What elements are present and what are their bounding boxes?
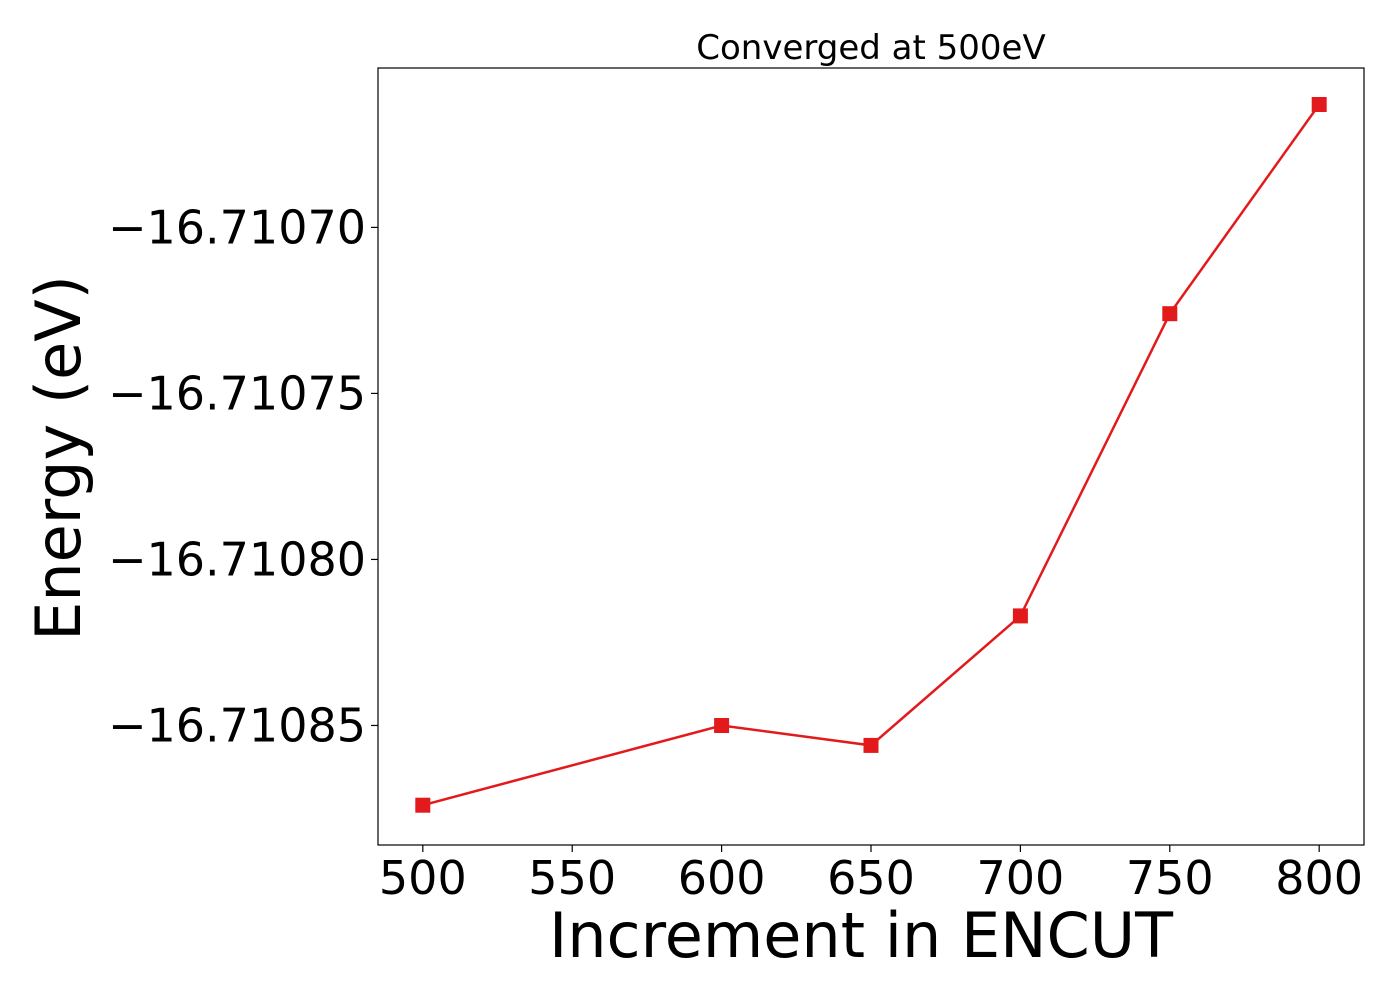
x-axis-label: Increment in ENCUT bbox=[549, 899, 1174, 972]
x-tick-label: 650 bbox=[827, 851, 915, 905]
y-tick-label: −16.71070 bbox=[108, 200, 366, 254]
y-tick-label: −16.71080 bbox=[108, 532, 366, 586]
y-axis-label: Energy (eV) bbox=[22, 275, 95, 641]
chart-title: Converged at 500eV bbox=[696, 28, 1045, 68]
series-line bbox=[422, 103, 1321, 807]
data-point-marker bbox=[1012, 608, 1028, 624]
data-point-marker bbox=[714, 718, 730, 733]
y-axis-ticks: −16.71070 −16.71075 −16.71080 −16.71085 bbox=[108, 200, 378, 752]
data-point-marker bbox=[863, 737, 879, 753]
x-tick-label: 800 bbox=[1275, 851, 1363, 905]
plot-area bbox=[415, 97, 1327, 813]
y-tick-label: −16.71085 bbox=[108, 698, 366, 752]
x-tick-label: 500 bbox=[379, 851, 467, 905]
y-tick-label: −16.71075 bbox=[108, 366, 366, 420]
x-tick-label: 550 bbox=[528, 851, 616, 905]
data-point-marker bbox=[1162, 306, 1178, 322]
x-tick-label: 600 bbox=[678, 851, 766, 905]
x-tick-label: 700 bbox=[976, 851, 1064, 905]
x-tick-label: 750 bbox=[1126, 851, 1214, 905]
plot-frame bbox=[377, 67, 1365, 846]
x-axis-ticks: 500 550 600 650 700 750 800 bbox=[379, 845, 1363, 905]
data-point-marker bbox=[415, 797, 431, 813]
data-point-marker bbox=[1311, 97, 1327, 112]
